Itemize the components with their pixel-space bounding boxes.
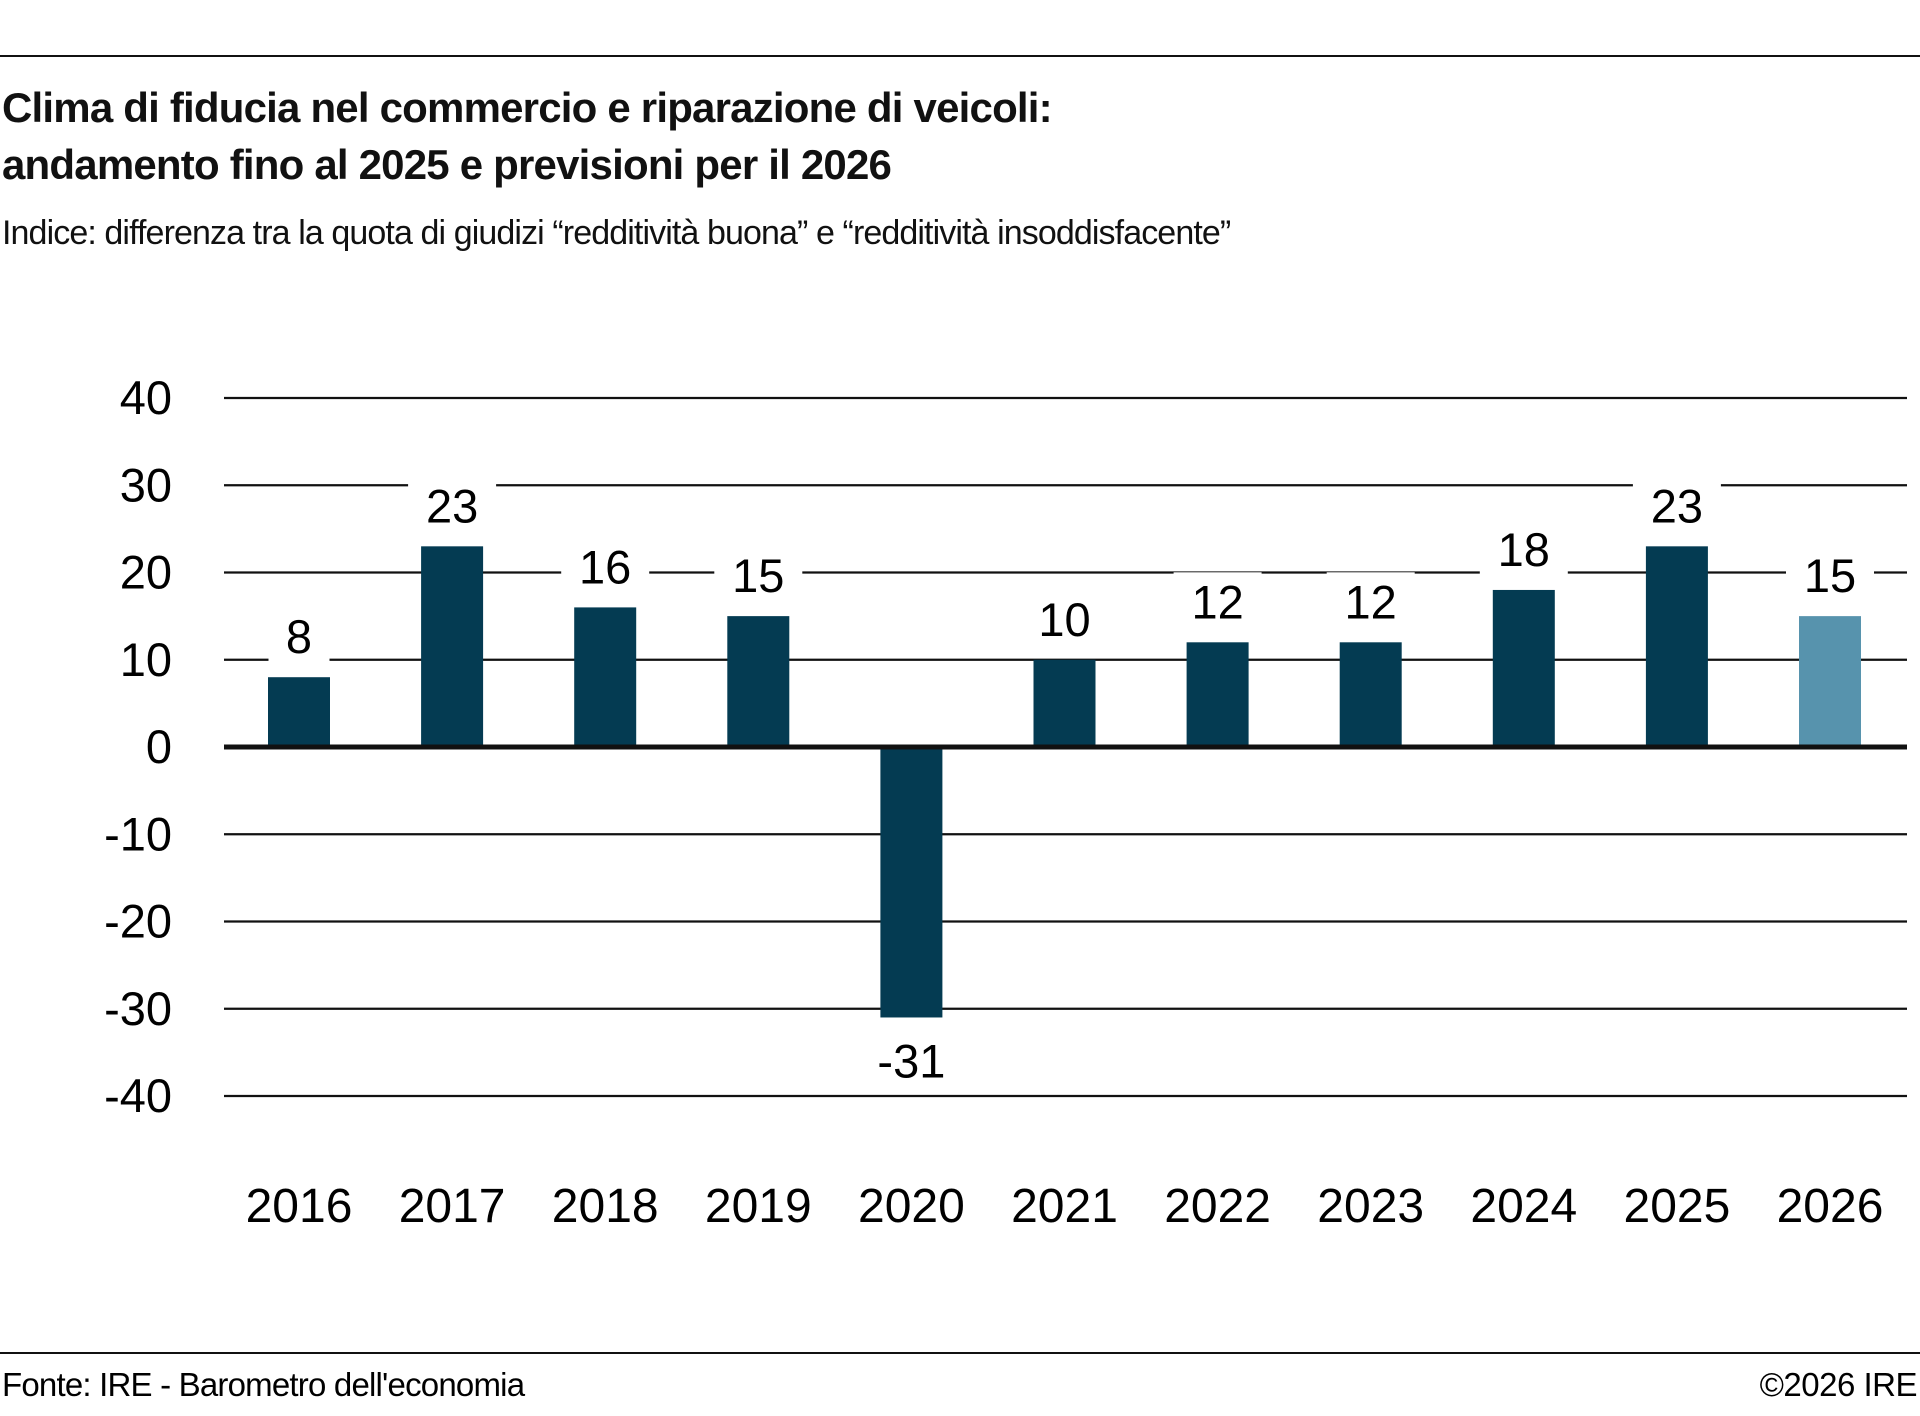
data-label-2019: 15 (732, 549, 784, 602)
chart-title-line-1: Clima di fiducia nel commercio e riparaz… (2, 84, 1053, 131)
x-tick-label: 2024 (1470, 1180, 1577, 1233)
y-tick-label: 20 (120, 546, 172, 599)
x-axis-ticks: 2016 2017 2018 2019 2020 2021 2022 2023 2024 2025… (246, 1180, 1884, 1233)
y-tick-label: -10 (104, 807, 172, 860)
y-tick-label: 0 (146, 720, 172, 773)
x-tick-label: 2017 (399, 1180, 506, 1233)
data-labels: 8 23 16 15 -31 10 12 12 18 23 15 (268, 476, 1874, 1090)
x-tick-label: 2022 (1164, 1180, 1271, 1233)
y-tick-label: 10 (120, 633, 172, 686)
bar-2017 (421, 546, 484, 747)
data-label-background (853, 1031, 969, 1090)
x-tick-label: 2026 (1777, 1180, 1884, 1233)
source-note: Fonte: IRE - Barometro dell'economia (2, 1366, 525, 1403)
y-tick-label: -40 (104, 1069, 172, 1122)
data-label-background (1020, 589, 1109, 648)
bar-2016 (268, 677, 330, 747)
data-label-background (1632, 476, 1721, 535)
data-label-2026: 15 (1804, 549, 1856, 602)
footer-divider (0, 1352, 1920, 1354)
data-label-2017: 23 (426, 479, 478, 532)
data-label-background (1173, 572, 1262, 631)
data-label-background (714, 546, 803, 605)
chart-subtitle: Indice: differenza tra la quota di giudi… (2, 214, 1231, 252)
data-label-background (1479, 519, 1568, 578)
data-label-background (1326, 572, 1415, 631)
top-divider (0, 55, 1920, 57)
data-label-2022: 12 (1191, 575, 1243, 628)
y-tick-label: -30 (104, 982, 172, 1035)
bar-2018 (574, 607, 637, 747)
bar-2021 (1033, 659, 1096, 747)
data-label-2024: 18 (1498, 523, 1550, 576)
x-tick-label: 2020 (858, 1180, 965, 1233)
y-tick-label: 40 (120, 371, 172, 424)
data-label-background (1786, 546, 1874, 605)
data-label-2018: 16 (579, 540, 631, 593)
x-tick-label: 2018 (552, 1180, 659, 1233)
data-label-background (408, 476, 497, 535)
bars (224, 546, 1907, 1018)
data-label-2023: 12 (1345, 575, 1397, 628)
bar-2019 (727, 616, 790, 747)
x-tick-label: 2016 (246, 1180, 353, 1233)
bar-2024 (1492, 589, 1555, 747)
bar-2022 (1186, 642, 1249, 747)
x-tick-label: 2019 (705, 1180, 812, 1233)
bar-2026 (1799, 616, 1861, 747)
data-label-2021: 10 (1038, 593, 1090, 646)
bar-2020 (880, 747, 943, 1018)
y-axis-ticks: 40 30 20 10 0 -10 -20 -30 -40 (104, 371, 172, 1122)
x-tick-label: 2025 (1624, 1180, 1731, 1233)
x-tick-label: 2023 (1317, 1180, 1424, 1233)
data-label-background (268, 607, 330, 666)
bar-chart: 40 30 20 10 0 -10 -20 -30 -40 8 23 16 15 -31 10 12 12 18… (104, 371, 1907, 1233)
chart-title-line-2: andamento fino al 2025 e previsioni per … (2, 141, 892, 188)
bar-2023 (1339, 642, 1402, 747)
data-label-2020: -31 (877, 1034, 945, 1087)
y-tick-label: -20 (104, 895, 172, 948)
y-tick-label: 30 (120, 458, 172, 511)
data-label-background (561, 537, 650, 596)
bar-2025 (1645, 546, 1708, 747)
copyright: ©2026 IRE (1759, 1366, 1918, 1403)
data-label-2016: 8 (286, 610, 312, 663)
x-tick-label: 2021 (1011, 1180, 1118, 1233)
data-label-2025: 23 (1651, 479, 1703, 532)
